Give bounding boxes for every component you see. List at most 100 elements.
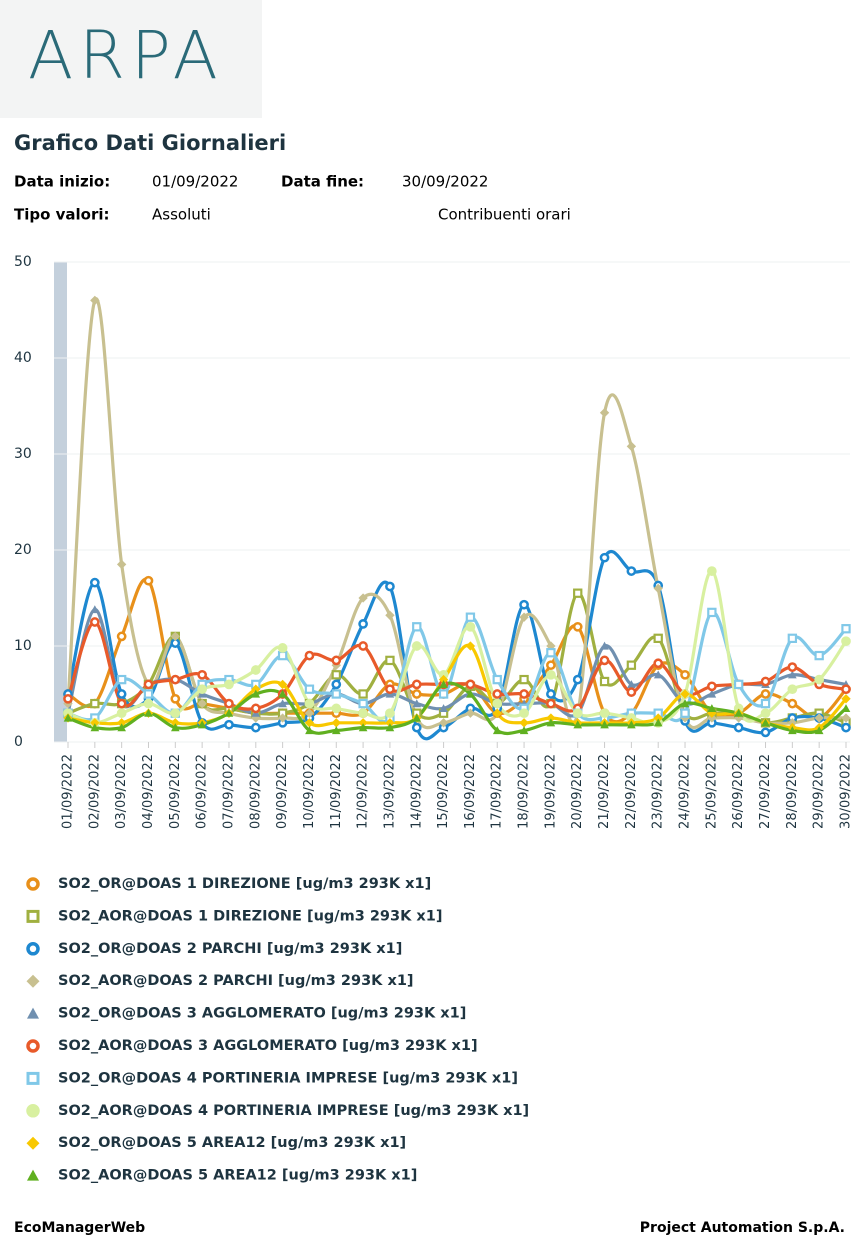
y-tick-label: 30 bbox=[14, 446, 32, 462]
x-tick-label: 05/09/2022 bbox=[168, 754, 183, 829]
data-point bbox=[760, 727, 771, 738]
data-point bbox=[358, 708, 368, 719]
data-point bbox=[331, 670, 341, 680]
data-point bbox=[626, 441, 637, 451]
footer-left: EcoManagerWeb bbox=[14, 1220, 145, 1236]
data-point bbox=[465, 708, 476, 718]
data-point bbox=[814, 650, 824, 661]
data-point bbox=[170, 631, 180, 642]
data-point bbox=[385, 581, 395, 592]
legend-label: SO2_AOR@DOAS 1 DIREZIONE [ug/m3 293K x1] bbox=[58, 908, 442, 924]
data-point bbox=[385, 610, 395, 620]
data-point bbox=[278, 689, 287, 698]
legend-marker bbox=[26, 974, 40, 988]
x-tick-label: 26/09/2022 bbox=[731, 754, 746, 829]
y-tick-label: 0 bbox=[14, 734, 23, 750]
data-point bbox=[358, 723, 368, 732]
data-point bbox=[250, 722, 261, 733]
data-point bbox=[760, 689, 771, 699]
x-tick-label: 07/09/2022 bbox=[221, 754, 236, 829]
data-point bbox=[733, 722, 744, 733]
data-point bbox=[90, 718, 100, 728]
data-point bbox=[519, 718, 529, 728]
data-point bbox=[465, 621, 476, 632]
extra-label: Contribuenti orari bbox=[438, 206, 571, 224]
field-value: 30/09/2022 bbox=[402, 173, 488, 191]
data-point bbox=[143, 679, 154, 690]
data-point bbox=[143, 689, 154, 699]
logo-box bbox=[0, 0, 262, 118]
data-point bbox=[224, 719, 234, 730]
data-point bbox=[385, 723, 395, 732]
data-point bbox=[251, 684, 261, 694]
data-point bbox=[331, 726, 341, 735]
data-point bbox=[519, 708, 529, 719]
data-point bbox=[814, 726, 824, 735]
data-point bbox=[841, 704, 851, 712]
data-point bbox=[304, 718, 315, 728]
x-tick-label: 11/09/2022 bbox=[329, 754, 344, 829]
legend-label: SO2_OR@DOAS 2 PARCHI [ug/m3 293K x1] bbox=[58, 941, 402, 957]
data-point bbox=[90, 698, 100, 709]
x-tick-label: 19/09/2022 bbox=[543, 754, 558, 829]
data-point bbox=[841, 722, 851, 733]
x-tick-label: 09/09/2022 bbox=[275, 754, 290, 829]
x-tick-label: 01/09/2022 bbox=[61, 754, 76, 829]
data-point bbox=[90, 295, 100, 306]
page-title: Grafico Dati Giornalieri bbox=[14, 131, 286, 155]
data-point bbox=[250, 703, 261, 714]
x-tick-label: 14/09/2022 bbox=[409, 754, 424, 829]
data-point bbox=[760, 698, 771, 709]
data-point bbox=[224, 708, 234, 717]
data-point bbox=[170, 708, 181, 719]
data-point bbox=[197, 698, 207, 709]
data-point bbox=[385, 708, 395, 719]
x-tick-label: 06/09/2022 bbox=[195, 754, 210, 829]
x-tick-label: 15/09/2022 bbox=[436, 754, 451, 829]
legend-label: SO2_AOR@DOAS 3 AGGLOMERATO [ug/m3 293K x… bbox=[58, 1038, 478, 1054]
data-point bbox=[626, 660, 637, 670]
legend-label: SO2_AOR@DOAS 4 PORTINERIA IMPRESE [ug/m3… bbox=[58, 1103, 529, 1119]
data-point bbox=[680, 669, 690, 680]
data-point bbox=[438, 674, 449, 685]
data-point bbox=[116, 708, 127, 719]
data-point bbox=[144, 708, 153, 717]
data-point bbox=[599, 552, 610, 563]
data-point bbox=[465, 612, 476, 622]
data-point bbox=[707, 713, 717, 723]
data-point bbox=[653, 718, 663, 727]
data-point bbox=[90, 723, 100, 732]
x-tick-label: 10/09/2022 bbox=[302, 754, 317, 829]
data-point bbox=[466, 689, 475, 698]
markers bbox=[63, 295, 851, 738]
data-point bbox=[519, 689, 529, 699]
x-tick-label: 12/09/2022 bbox=[356, 754, 371, 829]
legend-marker bbox=[27, 1169, 39, 1181]
data-point bbox=[841, 694, 851, 704]
data-point bbox=[572, 674, 583, 685]
legend-label: SO2_OR@DOAS 1 DIREZIONE [ug/m3 293K x1] bbox=[58, 876, 431, 892]
data-point bbox=[170, 723, 180, 732]
data-point bbox=[304, 684, 315, 694]
data-point bbox=[841, 684, 851, 695]
data-point bbox=[680, 708, 690, 718]
data-point bbox=[331, 655, 342, 666]
data-point bbox=[734, 708, 744, 717]
data-point bbox=[250, 665, 261, 675]
data-point bbox=[492, 689, 503, 699]
data-point bbox=[841, 624, 851, 634]
data-point bbox=[411, 689, 422, 699]
data-point bbox=[546, 648, 556, 658]
data-point bbox=[573, 588, 583, 598]
legend-marker bbox=[26, 1039, 40, 1053]
data-point bbox=[707, 704, 717, 712]
lines bbox=[66, 297, 848, 741]
data-point bbox=[599, 655, 610, 666]
data-point bbox=[331, 689, 341, 699]
data-point bbox=[600, 641, 609, 650]
data-point bbox=[358, 718, 368, 728]
x-tick-label: 03/09/2022 bbox=[114, 754, 129, 829]
data-point bbox=[653, 583, 663, 594]
data-point bbox=[519, 674, 529, 685]
